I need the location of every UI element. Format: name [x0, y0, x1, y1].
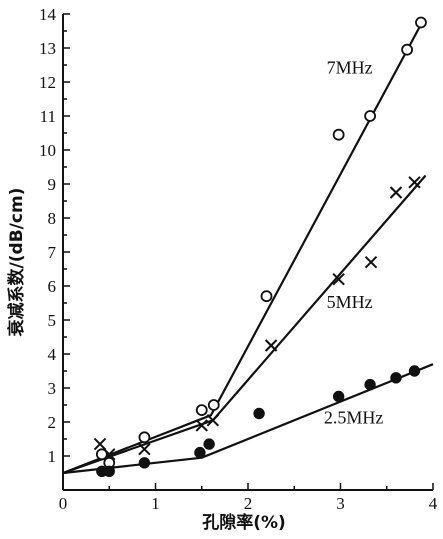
- point-5mhz-4: [206, 414, 220, 427]
- point-7mhz-3: [195, 404, 208, 417]
- point-5mhz-1-stroke-b: [103, 448, 116, 461]
- point-7mhz-7: [364, 110, 377, 122]
- point-2-5mhz-3: [194, 446, 206, 459]
- point-2-5mhz-7: [364, 378, 376, 391]
- point-5mhz-5: [264, 339, 278, 352]
- x-tick-label-3: 3: [336, 494, 345, 513]
- y-tick-label-2: 2: [48, 413, 57, 432]
- y-tick-label-9: 9: [48, 175, 57, 194]
- point-7mhz-9: [415, 16, 427, 29]
- y-tick-label-7: 7: [48, 243, 57, 262]
- point-5mhz-9: [408, 176, 421, 189]
- point-5mhz-1: [103, 448, 116, 461]
- point-7mhz-0: [95, 448, 108, 461]
- y-tick-label-5: 5: [48, 311, 57, 330]
- point-7mhz-6: [332, 128, 345, 141]
- point-5mhz-6: [332, 272, 345, 286]
- y-tick-label-13: 13: [39, 39, 56, 58]
- point-2-5mhz-4: [203, 438, 215, 450]
- point-5mhz-2-stroke-b: [138, 442, 151, 456]
- y-tick-label-4: 4: [48, 345, 57, 364]
- point-5mhz-8: [389, 186, 403, 199]
- y-tick-label-12: 12: [39, 73, 56, 92]
- series-labels: 7MHz 5MHz 2.5MHz: [324, 58, 384, 428]
- point-2-5mhz-1: [103, 465, 115, 477]
- point-2-5mhz-5: [253, 407, 265, 420]
- y-tick-label-3: 3: [48, 379, 57, 398]
- point-5mhz-0: [93, 437, 107, 451]
- x-axis-title: 孔隙率(%): [202, 512, 286, 533]
- y-tick-label-11: 11: [40, 107, 56, 126]
- y-tick-label-8: 8: [48, 209, 57, 228]
- y-tick-label-14: 14: [39, 5, 57, 24]
- point-5mhz-0-stroke-b: [93, 437, 107, 451]
- x-tick-label-2: 2: [244, 494, 253, 513]
- x-tick-label-4: 4: [429, 494, 438, 513]
- fit-line-7mhz: [62, 18, 425, 475]
- point-5mhz-5-stroke-b: [264, 339, 278, 352]
- point-5mhz-8-stroke-b: [389, 186, 403, 199]
- point-5mhz-7-stroke-b: [364, 255, 378, 269]
- point-2-5mhz-9: [408, 365, 421, 377]
- x-tick-label-0: 0: [59, 494, 68, 513]
- point-2-5mhz-6: [332, 390, 345, 403]
- point-2-5mhz-8: [390, 372, 402, 384]
- point-7mhz-2: [138, 431, 151, 444]
- y-axis-title: 衰减系数/(dB/cm): [6, 188, 27, 338]
- y-tick-label-10: 10: [39, 141, 56, 160]
- series-label-2-5mhz: 2.5MHz: [324, 408, 384, 428]
- point-2-5mhz-2: [138, 457, 151, 469]
- point-5mhz-3-stroke-b: [195, 419, 208, 432]
- point-5mhz-9-stroke-b: [408, 176, 421, 189]
- y-tick-label-6: 6: [48, 277, 57, 296]
- series-label-5mhz: 5MHz: [327, 292, 373, 312]
- point-5mhz-2: [138, 442, 151, 456]
- point-7mhz-5: [260, 290, 273, 303]
- point-5mhz-4-stroke-b: [206, 414, 220, 427]
- x-tick-label-1: 1: [151, 494, 160, 513]
- point-7mhz-4: [207, 399, 220, 411]
- series-label-7mhz: 7MHz: [327, 58, 373, 78]
- point-5mhz-7: [364, 255, 378, 269]
- data-points: [93, 16, 427, 477]
- point-7mhz-8: [401, 43, 414, 56]
- point-5mhz-3: [195, 419, 208, 432]
- fit-lines: [62, 18, 434, 475]
- y-tick-label-1: 1: [48, 447, 57, 466]
- fit-line-5mhz: [62, 174, 427, 475]
- point-5mhz-6-stroke-b: [332, 272, 345, 286]
